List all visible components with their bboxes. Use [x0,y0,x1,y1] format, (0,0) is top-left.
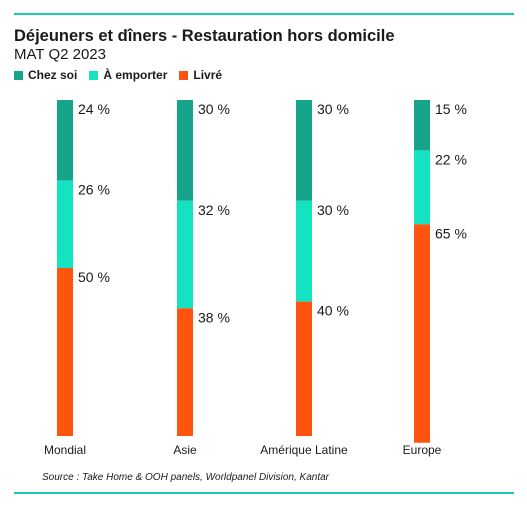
legend-label-livre: Livré [193,68,223,82]
legend-swatch-chez-soi [14,70,23,80]
bar-amerique-latine-chez-soi [296,100,312,201]
bar-europe-a-emporter [414,150,430,225]
category-label-asie: Asie [173,443,197,457]
bar-amerique-latine-livre [296,301,312,436]
data-label-europe-livre: 65 % [435,225,467,241]
bar-asie-a-emporter [177,200,193,309]
data-label-mondial-chez-soi: 24 % [78,101,110,117]
bottom-rule [14,492,514,494]
data-label-asie-a-emporter: 32 % [198,202,230,218]
legend-item-livre: Livré [179,68,222,82]
bar-amerique-latine-a-emporter [296,200,312,302]
legend-swatch-livre [179,70,189,80]
top-rule [14,13,514,15]
bar-mondial-livre [57,268,73,436]
bar-asie-chez-soi [177,100,193,201]
source-note: Source : Take Home & OOH panels, Worldpa… [42,472,329,483]
chart-subtitle: MAT Q2 2023 [14,46,106,63]
legend-item-a-emporter: À emporter [89,68,167,82]
bar-europe-livre [414,224,430,443]
bar-europe-chez-soi [414,100,430,151]
data-label-asie-livre: 38 % [198,309,230,325]
data-label-europe-a-emporter: 22 % [435,151,467,167]
data-label-mondial-livre: 50 % [78,269,110,285]
legend-swatch-a-emporter [89,70,99,80]
category-label-europe: Europe [403,443,442,457]
data-label-europe-chez-soi: 15 % [435,101,467,117]
data-label-asie-chez-soi: 30 % [198,101,230,117]
data-label-mondial-a-emporter: 26 % [78,182,110,198]
chart-title: Déjeuners et dîners - Restauration hors … [14,27,395,45]
bar-asie-livre [177,308,193,436]
category-label-mondial: Mondial [44,443,86,457]
data-label-amerique-latine-chez-soi: 30 % [317,101,349,117]
data-label-amerique-latine-livre: 40 % [317,303,349,319]
category-label-amerique-latine: Amérique Latine [260,443,348,457]
data-label-amerique-latine-a-emporter: 30 % [317,202,349,218]
legend-item-chez-soi: Chez soi [14,68,77,82]
legend-label-a-emporter: À emporter [103,68,168,82]
legend-label-chez-soi: Chez soi [28,68,78,82]
legend: Chez soi À emporter Livré [14,68,234,82]
bar-mondial-a-emporter [57,180,73,268]
bar-mondial-chez-soi [57,100,73,181]
